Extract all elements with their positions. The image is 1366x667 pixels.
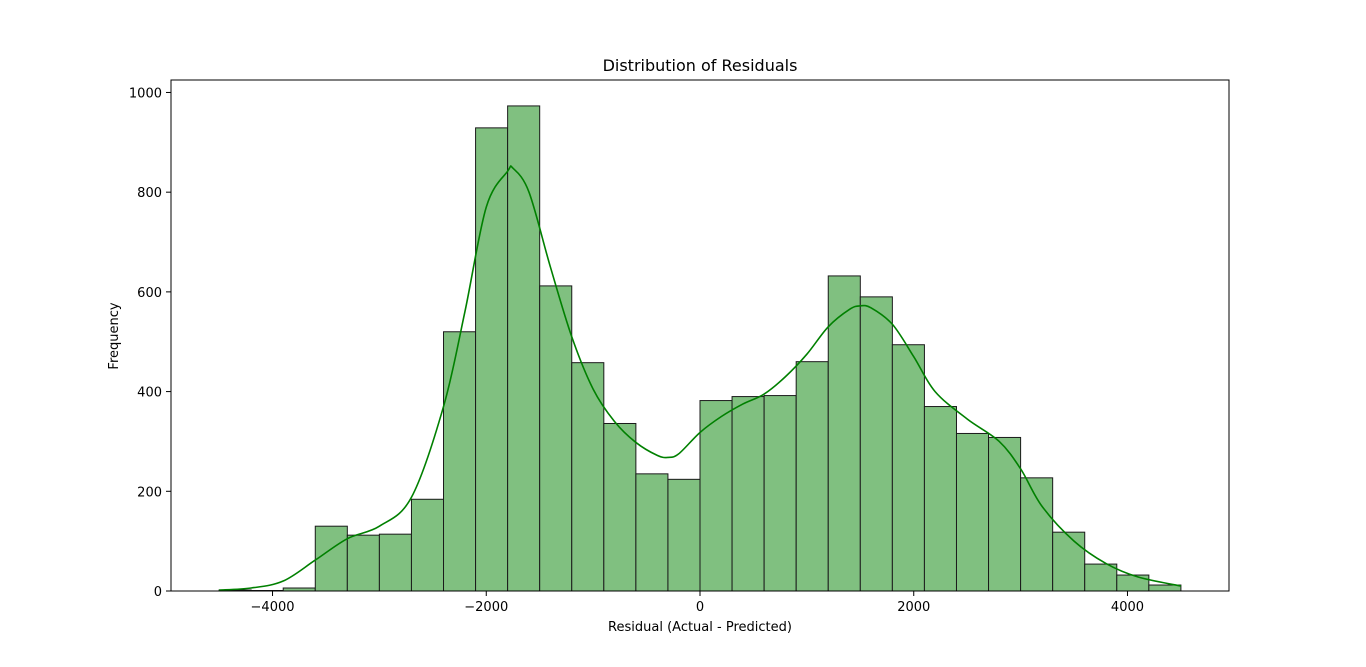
histogram-bar [604,423,636,591]
y-tick-label: 400 [137,386,162,401]
histogram-bar [892,345,924,591]
y-tick-label: 800 [137,186,162,201]
histogram-bar [924,407,956,591]
y-tick-label: 1000 [129,86,162,101]
histogram-bar [476,128,508,591]
x-tick-label: −2000 [464,600,508,615]
x-tick-label: 4000 [1111,600,1144,615]
x-tick-label: 0 [696,600,704,615]
histogram-bar [764,396,796,591]
histogram-bar [379,534,411,591]
histogram-bar [347,535,379,591]
y-axis: 0 200 400 600 800 1000 [129,86,171,600]
histogram-bar [796,362,828,591]
histogram-bar [1053,532,1085,591]
chart-title: Distribution of Residuals [603,56,798,75]
histogram-bar [508,106,540,591]
y-tick-label: 200 [137,485,162,500]
histogram-bar [1117,575,1149,591]
x-tick-label: 2000 [897,600,930,615]
x-axis-label: Residual (Actual - Predicted) [608,620,792,635]
histogram-bar [572,363,604,591]
y-axis-label: Frequency [107,302,122,369]
histogram-bar [1021,478,1053,591]
y-tick-label: 600 [137,286,162,301]
histogram-bar [444,332,476,591]
histogram-bar [956,433,988,591]
x-axis: −4000 −2000 0 2000 4000 [251,591,1144,615]
histogram-bar [828,276,860,591]
y-tick-label: 0 [154,585,162,600]
histogram-bar [732,397,764,591]
histogram-bar [540,286,572,591]
histogram-bar [315,526,347,591]
histogram-bar [668,479,700,591]
histogram-bar [1149,585,1181,591]
bars-layer [219,106,1181,591]
x-tick-label: −4000 [251,600,295,615]
histogram-bar [860,297,892,591]
histogram-bar [636,474,668,591]
histogram-bar [1085,564,1117,591]
histogram-bar [411,499,443,591]
